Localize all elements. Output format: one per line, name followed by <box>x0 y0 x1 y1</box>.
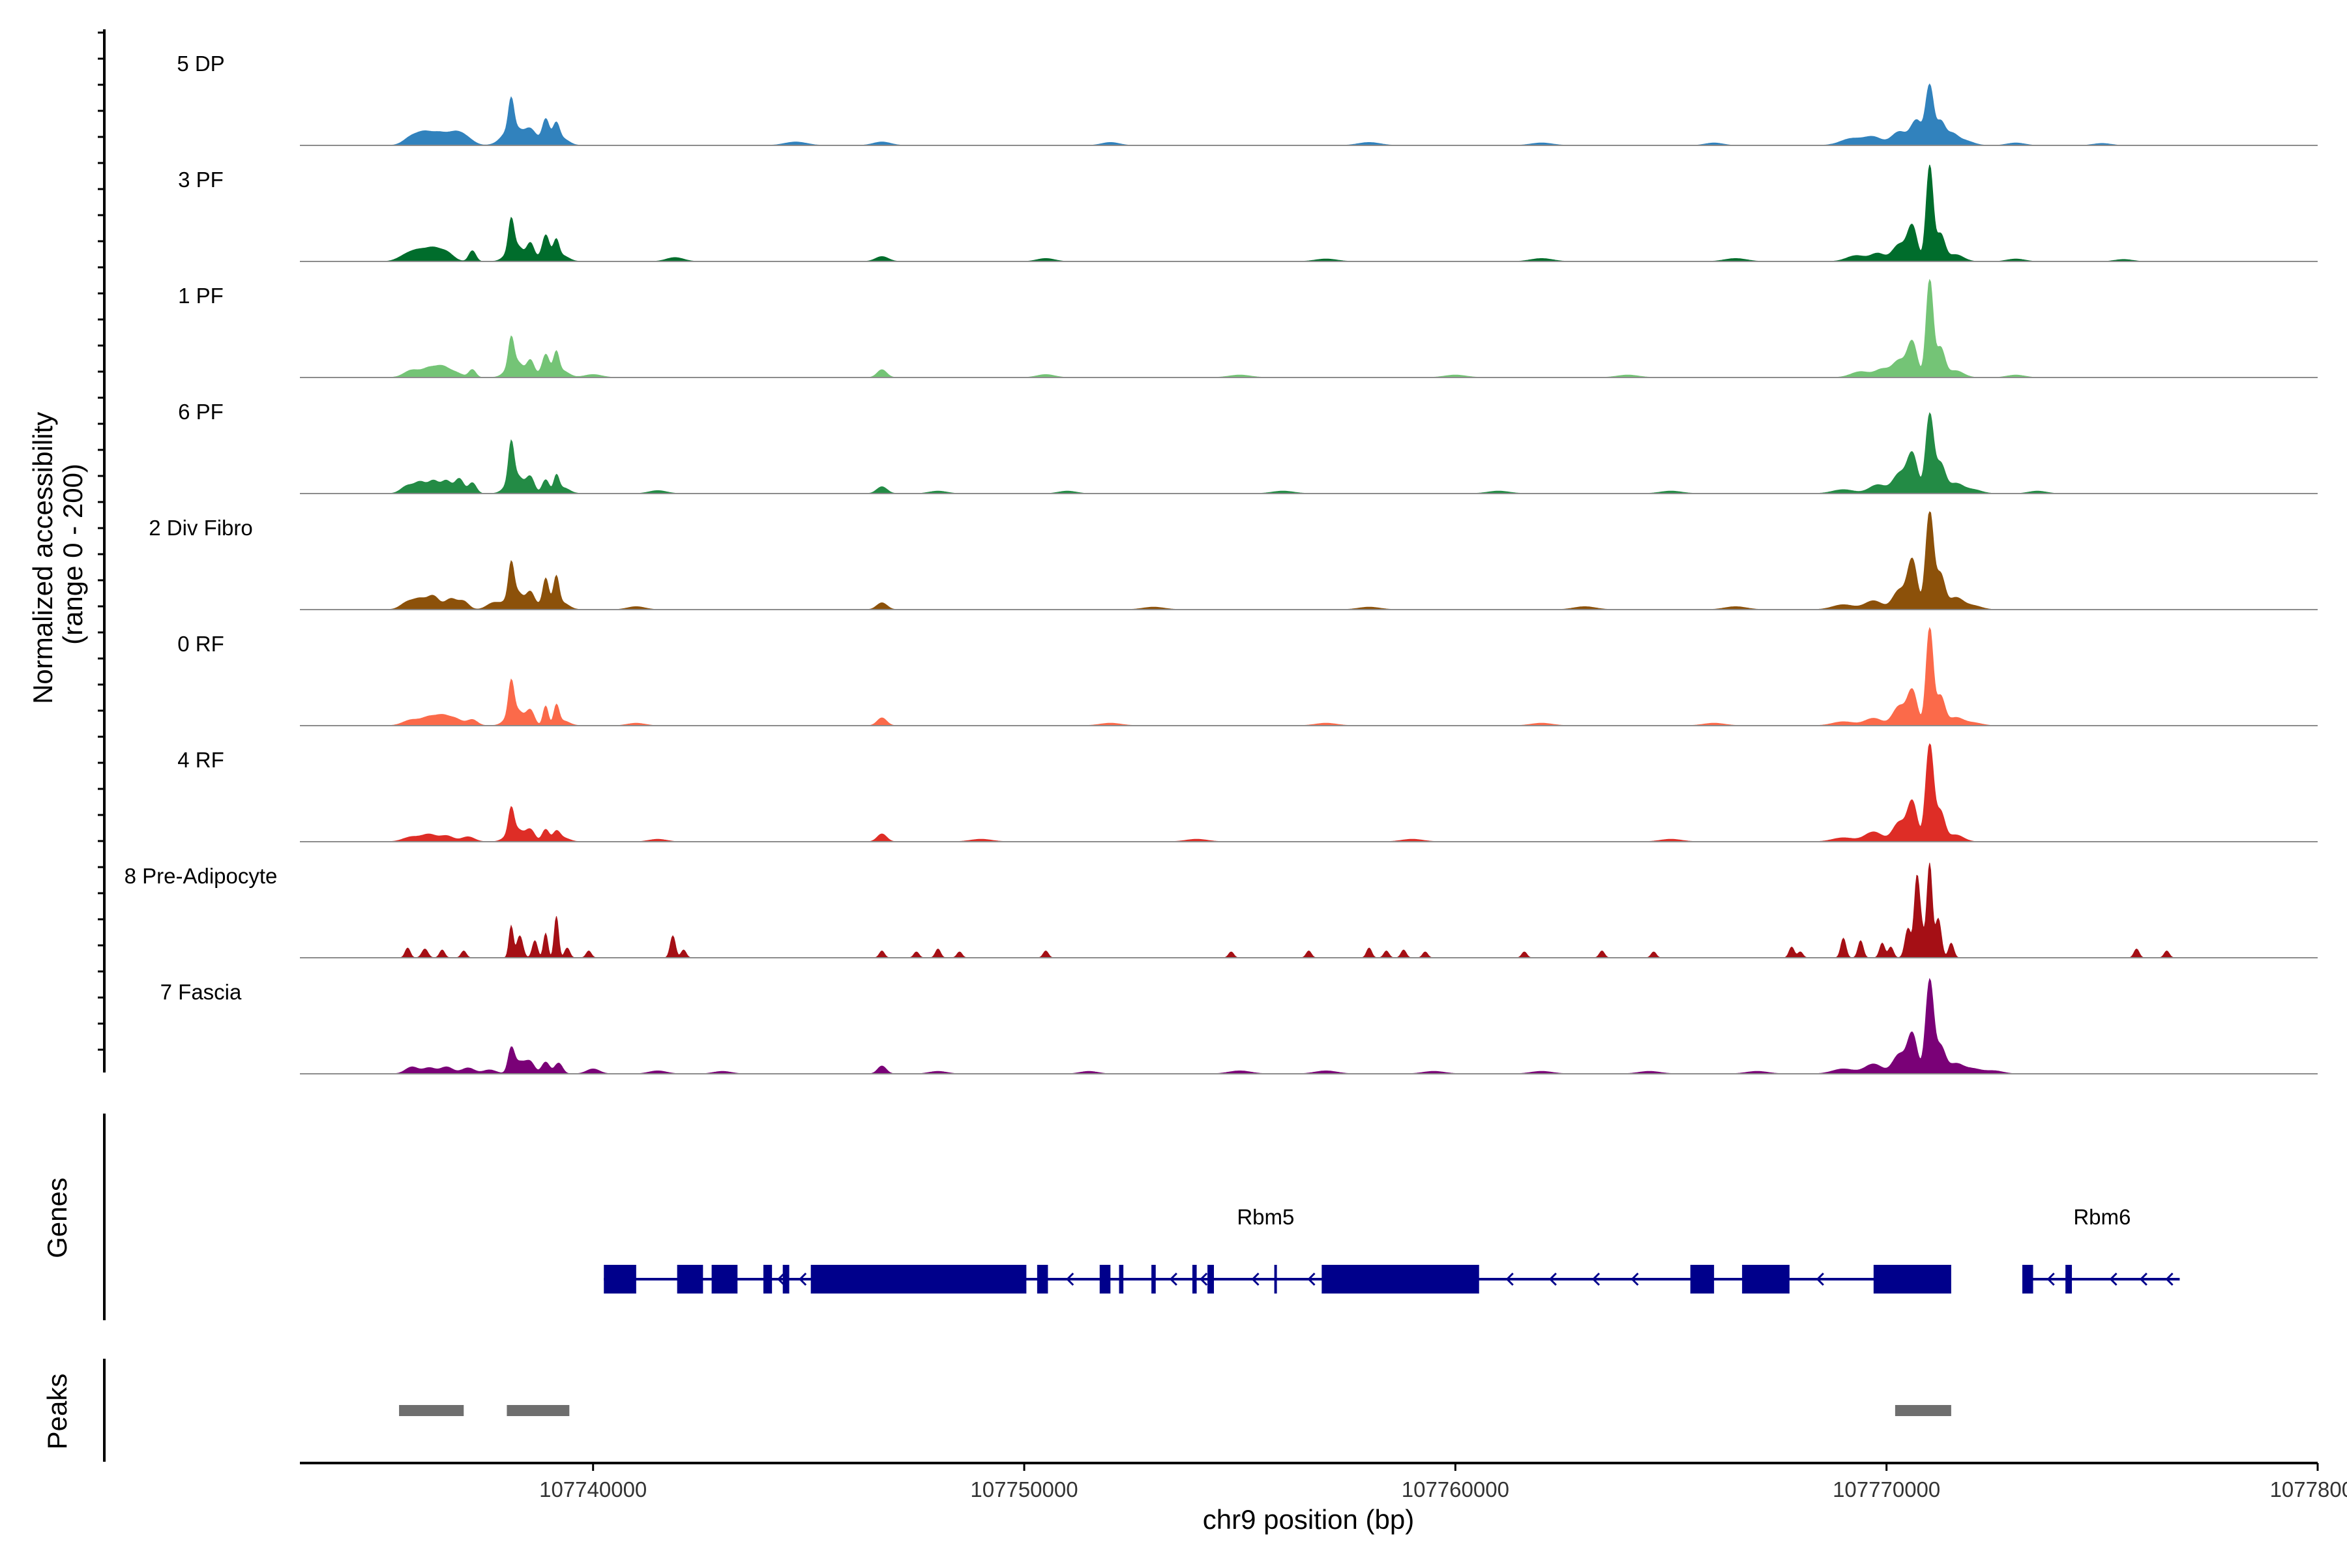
strand-arrow <box>1200 1272 1208 1286</box>
track-label: 0 RF <box>177 632 224 656</box>
strand-arrow <box>1251 1272 1260 1286</box>
gene-exon <box>1192 1265 1197 1294</box>
coverage-area <box>300 164 2318 262</box>
strand-arrow <box>2109 1272 2118 1286</box>
gene-label: Rbm6 <box>2073 1205 2131 1229</box>
accessibility-axis-ticks <box>98 31 104 1051</box>
gene-exon <box>604 1265 636 1294</box>
track-7-fascia: 7 Fascia <box>160 977 2318 1074</box>
track-label: 4 RF <box>177 748 224 772</box>
strand-arrow <box>1816 1272 1824 1286</box>
x-tick-label: 107770000 <box>1833 1477 1940 1501</box>
strand-arrow <box>799 1272 807 1286</box>
track-label: 6 PF <box>178 400 224 424</box>
gene-exon <box>1690 1265 1715 1294</box>
gene-exon <box>1151 1265 1156 1294</box>
track-label: 1 PF <box>178 284 224 308</box>
gene-exon <box>677 1265 703 1294</box>
gene-exon <box>1037 1265 1048 1294</box>
x-axis: 107740000 107750000 107760000 107770000 1077… <box>539 1463 2347 1501</box>
peaks-axis-title: Peaks <box>42 1374 72 1450</box>
track-label: 3 PF <box>178 168 224 192</box>
track-0-rf: 0 RF <box>177 627 2318 726</box>
gene-exon <box>810 1265 1027 1294</box>
track-label: 8 Pre-Adipocyte <box>125 864 278 888</box>
y-axis-title: Normalized accessibility (range 0 - 200) <box>27 404 88 704</box>
gene-exon <box>1873 1265 1951 1294</box>
track-5-dp: 5 DP <box>177 52 2318 146</box>
coverage-area <box>300 863 2318 958</box>
gene-label: Rbm5 <box>1237 1205 1294 1229</box>
gene-rbm6: Rbm6 <box>2022 1205 2180 1294</box>
y-axis-title-line1: Normalized accessibility <box>27 412 58 704</box>
track-6-pf: 6 PF <box>178 400 2318 494</box>
gene-exon <box>2022 1265 2033 1294</box>
x-tick-label: 10778000 <box>2270 1477 2347 1501</box>
y-axis-title-line2: (range 0 - 200) <box>57 464 88 645</box>
gene-exon <box>2065 1265 2073 1294</box>
peaks-panel <box>399 1405 1951 1416</box>
strand-arrow <box>1591 1272 1601 1286</box>
strand-arrow <box>1548 1272 1557 1286</box>
gene-rbm5: Rbm5 <box>604 1205 1951 1294</box>
strand-arrow <box>776 1272 786 1286</box>
gene-exon <box>711 1265 738 1294</box>
genes-axis-title: Genes <box>42 1177 72 1258</box>
strand-arrow <box>690 1272 699 1286</box>
strand-arrow <box>2046 1272 2055 1286</box>
track-3-pf: 3 PF <box>178 164 2318 262</box>
gene-exon <box>1207 1265 1215 1294</box>
peak-region <box>1895 1405 1951 1416</box>
gene-exon <box>1274 1265 1277 1294</box>
track-label: 7 Fascia <box>160 980 242 1004</box>
track-1-pf: 1 PF <box>178 278 2318 378</box>
track-4-rf: 4 RF <box>177 743 2318 842</box>
strand-arrow <box>2139 1272 2148 1286</box>
strand-arrow <box>1505 1272 1514 1286</box>
gene-exon <box>782 1265 790 1294</box>
strand-arrow <box>725 1272 733 1286</box>
genes-panel: Rbm5 Rbm6 <box>604 1205 2180 1294</box>
gene-exon <box>1119 1265 1124 1294</box>
coverage-tracks: 5 DP 3 PF 1 PF 6 PF 2 Div Fibro 0 RF 4 RF 8 Pre… <box>125 52 2318 1074</box>
strand-arrow <box>2165 1272 2174 1286</box>
gene-exon <box>1099 1265 1111 1294</box>
strand-arrow <box>1764 1272 1773 1286</box>
gene-exon <box>763 1265 773 1294</box>
x-axis-title: chr9 position (bp) <box>1203 1504 1415 1535</box>
track-label: 2 Div Fibro <box>149 516 253 540</box>
track-2-div-fibro: 2 Div Fibro <box>149 511 2318 610</box>
strand-arrow <box>1307 1272 1316 1286</box>
strand-arrow <box>1631 1272 1639 1286</box>
x-tick-label: 107740000 <box>539 1477 647 1501</box>
peak-region <box>507 1405 570 1416</box>
x-tick-label: 107760000 <box>1402 1477 1509 1501</box>
gene-exon <box>1321 1265 1479 1294</box>
strand-arrow <box>1169 1272 1177 1286</box>
track-label: 5 DP <box>177 52 224 76</box>
x-tick-label: 107750000 <box>970 1477 1078 1501</box>
strand-arrow <box>1066 1272 1074 1286</box>
peak-region <box>399 1405 464 1416</box>
track-8-pre-adipocyte: 8 Pre-Adipocyte <box>125 863 2318 958</box>
